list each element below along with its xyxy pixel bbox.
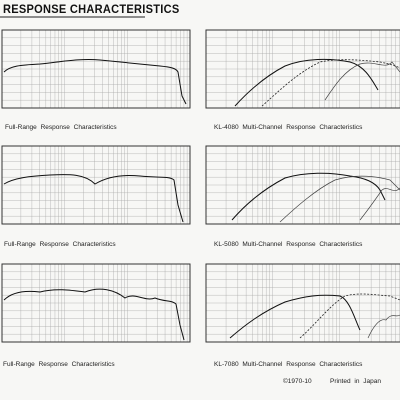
caption: Full-Range Response Characteristics xyxy=(4,241,116,248)
mid-curve xyxy=(299,293,400,339)
printed-in: Printed in Japan xyxy=(330,378,381,385)
graph-frame xyxy=(205,145,400,225)
tweeter-curve xyxy=(324,61,400,101)
woofer-curve xyxy=(234,58,379,107)
caption: Full-Range Response Characteristics xyxy=(5,124,117,131)
tweeter-curve xyxy=(359,187,400,221)
graph-frame xyxy=(1,145,191,225)
caption: KL-7080 Multi-Channel Response Character… xyxy=(214,361,363,368)
copyright: ©1970-10 xyxy=(283,378,312,385)
tweeter-curve xyxy=(367,314,400,339)
mid-curve xyxy=(261,59,400,107)
response-curve xyxy=(3,288,185,341)
mid-curve xyxy=(279,175,400,223)
grid-group xyxy=(1,29,400,343)
graph-frame xyxy=(1,263,191,343)
caption: Full-Range Response Characteristics xyxy=(3,361,115,368)
caption: KL-4080 Multi-Channel Response Character… xyxy=(214,124,363,131)
woofer-curve xyxy=(229,294,361,339)
page-title: RESPONSE CHARACTERISTICS xyxy=(3,2,180,16)
response-curve xyxy=(3,59,187,105)
graph-frame xyxy=(205,263,400,343)
graph-frame xyxy=(1,29,191,109)
caption: KL-5080 Multi-Channel Response Character… xyxy=(214,241,363,248)
graph-frame xyxy=(205,29,400,109)
woofer-curve xyxy=(231,172,386,221)
response-curve xyxy=(3,174,184,223)
